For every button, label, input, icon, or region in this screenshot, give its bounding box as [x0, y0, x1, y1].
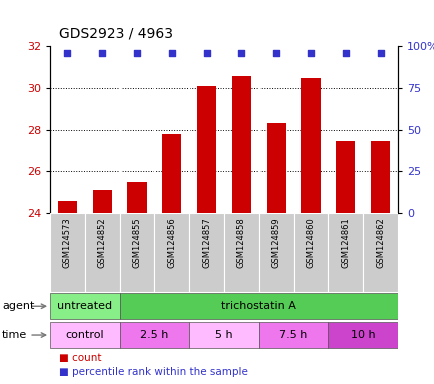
Bar [197, 86, 216, 213]
Bar [85, 213, 119, 292]
Bar [328, 213, 362, 292]
Bar [224, 213, 258, 292]
Bar [189, 213, 224, 292]
Text: 5 h: 5 h [215, 330, 232, 340]
Bar [127, 182, 146, 213]
Bar [362, 213, 397, 292]
Point [376, 50, 383, 56]
Text: untreated: untreated [57, 301, 112, 311]
Bar [50, 213, 85, 292]
Text: GSM124855: GSM124855 [132, 217, 141, 268]
Text: GSM124862: GSM124862 [375, 217, 384, 268]
Text: time: time [2, 330, 27, 340]
Text: 2.5 h: 2.5 h [140, 330, 168, 340]
Bar [189, 322, 258, 348]
Bar [370, 141, 389, 213]
Bar [50, 322, 119, 348]
Text: GSM124861: GSM124861 [341, 217, 349, 268]
Bar [50, 293, 119, 319]
Point [272, 50, 279, 56]
Bar [162, 134, 181, 213]
Bar [58, 200, 77, 213]
Text: GSM124852: GSM124852 [98, 217, 106, 268]
Text: GDS2923 / 4963: GDS2923 / 4963 [59, 26, 172, 40]
Text: 7.5 h: 7.5 h [279, 330, 307, 340]
Bar [92, 190, 112, 213]
Point [307, 50, 314, 56]
Text: GSM124857: GSM124857 [202, 217, 210, 268]
Bar [258, 213, 293, 292]
Text: GSM124856: GSM124856 [167, 217, 176, 268]
Point [203, 50, 210, 56]
Text: GSM124858: GSM124858 [237, 217, 245, 268]
Point [168, 50, 175, 56]
Point [64, 50, 71, 56]
Bar [335, 141, 355, 213]
Text: GSM124860: GSM124860 [306, 217, 315, 268]
Text: control: control [66, 330, 104, 340]
Point [342, 50, 349, 56]
Text: trichostatin A: trichostatin A [221, 301, 296, 311]
Bar [119, 293, 397, 319]
Point [133, 50, 140, 56]
Bar [266, 123, 285, 213]
Text: agent: agent [2, 301, 34, 311]
Text: GSM124573: GSM124573 [63, 217, 72, 268]
Bar [301, 78, 320, 213]
Text: ■ count: ■ count [59, 353, 101, 363]
Bar [258, 322, 328, 348]
Text: 10 h: 10 h [350, 330, 375, 340]
Bar [293, 213, 328, 292]
Point [237, 50, 244, 56]
Bar [231, 76, 250, 213]
Bar [154, 213, 189, 292]
Bar [119, 213, 154, 292]
Bar [119, 322, 189, 348]
Text: ■ percentile rank within the sample: ■ percentile rank within the sample [59, 367, 247, 377]
Text: GSM124859: GSM124859 [271, 217, 280, 268]
Bar [328, 322, 397, 348]
Point [99, 50, 105, 56]
